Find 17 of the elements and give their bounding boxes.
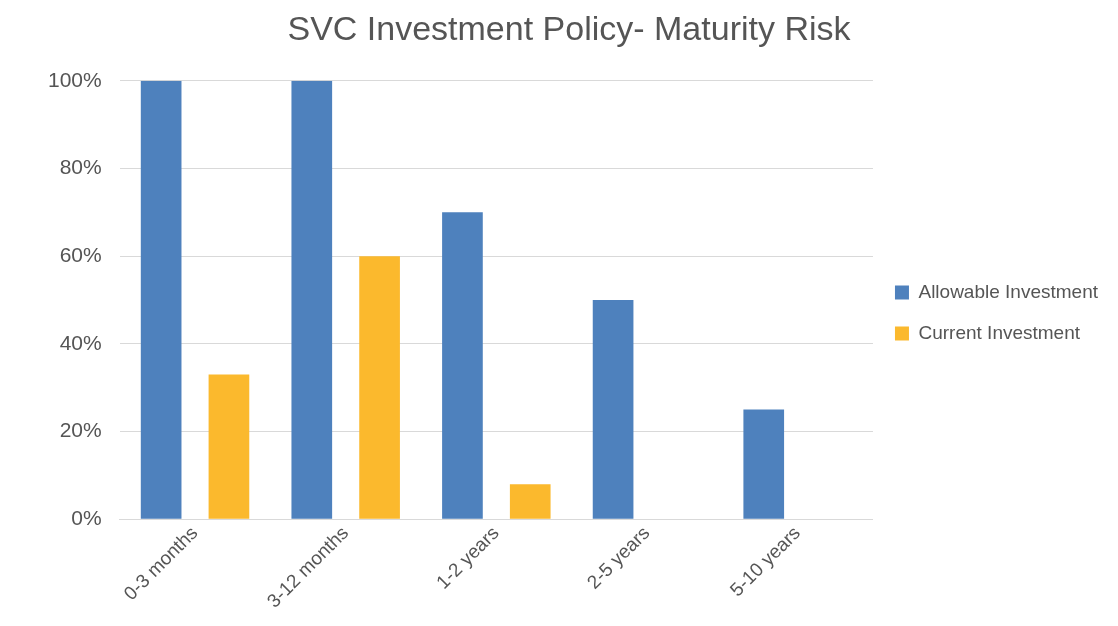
bar	[743, 409, 785, 519]
bar	[592, 300, 634, 519]
y-tick-label: 60%	[59, 242, 102, 266]
legend-label: Allowable Investment	[918, 280, 1099, 302]
y-tick-label: 40%	[59, 330, 102, 354]
legend-label: Current Investment	[918, 321, 1081, 343]
bar	[442, 212, 483, 519]
bar	[208, 374, 250, 519]
bar	[140, 80, 182, 519]
y-tick-label: 80%	[59, 155, 102, 179]
bar	[509, 484, 551, 519]
y-tick-label: 100%	[47, 67, 102, 91]
y-tick-label: 20%	[59, 418, 102, 442]
bar	[291, 80, 333, 519]
y-tick-label: 0%	[71, 505, 102, 529]
bar	[359, 256, 400, 519]
chart-title: SVC Investment Policy- Maturity Risk	[287, 8, 852, 47]
